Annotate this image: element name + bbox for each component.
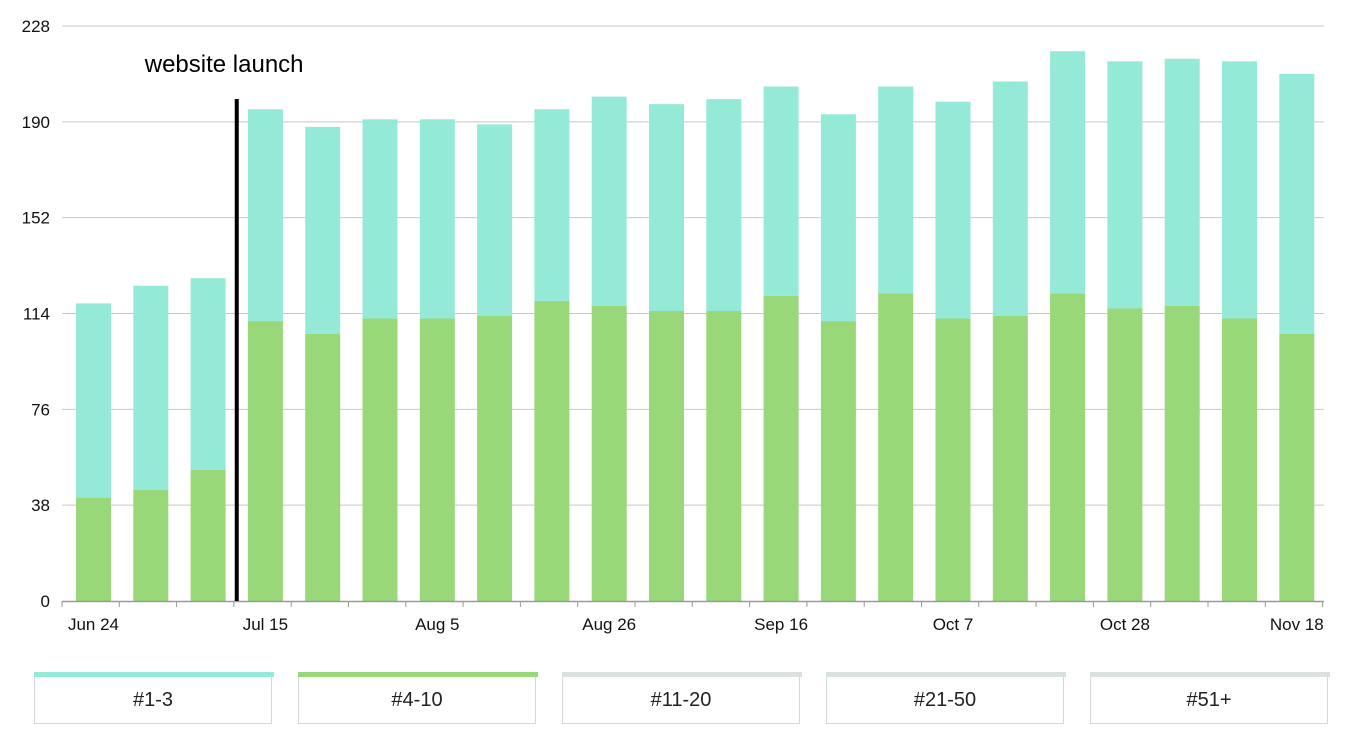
bar-segment[interactable]: [992, 81, 1028, 317]
bar-segment[interactable]: [419, 318, 455, 601]
website-launch-annotation: website launch: [144, 51, 304, 78]
bar-segment[interactable]: [1050, 51, 1086, 294]
legend-label: #21-50: [913, 689, 977, 711]
bar-segment[interactable]: [247, 321, 283, 601]
bar-segment[interactable]: [763, 86, 799, 296]
bar-segment[interactable]: [591, 96, 627, 306]
bar-segment[interactable]: [1279, 333, 1315, 601]
x-tick-label: Sep 16: [754, 615, 808, 634]
chart-area: 0 38 76 114 152 190 228 Jun 24 Jul 15 Aug 5 Aug 26…: [22, 17, 1324, 634]
bar-segment[interactable]: [190, 469, 226, 601]
bar-segment[interactable]: [878, 86, 914, 294]
bar-segment[interactable]: [820, 114, 856, 322]
y-tick-label: 0: [41, 592, 50, 611]
x-tick-label: Jul 15: [243, 615, 288, 634]
legend-label: #4-10: [391, 689, 443, 711]
bar-segment[interactable]: [992, 316, 1028, 601]
bar-segment[interactable]: [591, 305, 627, 601]
bar-segment[interactable]: [76, 497, 111, 601]
legend-swatch: [826, 672, 1066, 677]
legend-item-1-3[interactable]: #1-3: [34, 672, 274, 724]
legend-item-51-plus[interactable]: #51+: [1090, 672, 1330, 724]
bar-segment[interactable]: [649, 310, 684, 601]
y-tick-label: 190: [22, 113, 50, 132]
bar-segment[interactable]: [190, 278, 226, 470]
y-tick-label: 228: [22, 17, 50, 36]
bar-segment[interactable]: [1222, 61, 1257, 319]
x-tick-label: Oct 28: [1100, 615, 1150, 634]
y-tick-label: 114: [23, 305, 50, 324]
bar-segment[interactable]: [477, 316, 513, 601]
legend-swatch: [298, 672, 538, 677]
bar-segment[interactable]: [763, 295, 799, 601]
bar-segment[interactable]: [649, 104, 684, 311]
bar-segment[interactable]: [1107, 308, 1143, 601]
axes: 0 38 76 114 152 190 228 Jun 24 Jul 15 Aug 5 Aug 26…: [22, 17, 1324, 634]
x-tick-label: Nov 18: [1270, 615, 1324, 634]
bar-segment[interactable]: [820, 321, 856, 601]
bar-segment[interactable]: [362, 318, 398, 601]
y-tick-label: 38: [31, 496, 50, 515]
legend-item-21-50[interactable]: #21-50: [826, 672, 1066, 724]
bar-segment[interactable]: [1050, 293, 1086, 601]
legend-label: #51+: [1186, 689, 1232, 711]
x-tick-label: Aug 26: [582, 615, 636, 634]
bar-segment[interactable]: [419, 119, 455, 319]
bar-segment[interactable]: [1279, 73, 1315, 334]
bar-segment[interactable]: [706, 99, 742, 311]
bar-segment[interactable]: [935, 101, 971, 319]
stacked-bar-chart: 0 38 76 114 152 190 228 Jun 24 Jul 15 Aug 5 Aug 26…: [22, 17, 1324, 634]
annotation: website launch: [144, 51, 304, 601]
bar-segment[interactable]: [534, 300, 570, 601]
bars: [76, 51, 1315, 601]
bar-segment[interactable]: [1107, 61, 1143, 309]
bar-segment[interactable]: [1164, 305, 1200, 601]
legend-swatch: [34, 672, 274, 677]
x-tick-label: Oct 7: [933, 615, 974, 634]
bar-segment[interactable]: [1164, 58, 1200, 306]
bar-segment[interactable]: [247, 109, 283, 322]
legend-swatch: [1090, 672, 1330, 677]
bar-segment[interactable]: [534, 109, 570, 301]
bar-segment[interactable]: [878, 293, 914, 601]
bar-segment[interactable]: [935, 318, 971, 601]
x-tick-label: Aug 5: [415, 615, 459, 634]
bar-segment[interactable]: [133, 285, 169, 491]
legend-item-11-20[interactable]: #11-20: [562, 672, 802, 724]
bar-segment[interactable]: [305, 126, 341, 334]
bar-segment[interactable]: [76, 303, 111, 498]
legend: #1-3 #4-10 #11-20 #21-50 #51+: [34, 672, 1330, 726]
bar-segment[interactable]: [362, 119, 398, 319]
bar-segment[interactable]: [305, 333, 341, 601]
legend-swatch: [562, 672, 802, 677]
bar-segment[interactable]: [706, 310, 742, 601]
bar-segment[interactable]: [1222, 318, 1257, 601]
bar-segment[interactable]: [477, 124, 513, 317]
bar-segment[interactable]: [133, 490, 169, 601]
x-tick-label: Jun 24: [68, 615, 119, 634]
legend-label: #1-3: [132, 689, 174, 711]
legend-label: #11-20: [650, 689, 712, 711]
legend-item-4-10[interactable]: #4-10: [298, 672, 538, 724]
y-tick-label: 152: [22, 209, 50, 228]
y-tick-label: 76: [31, 400, 50, 419]
